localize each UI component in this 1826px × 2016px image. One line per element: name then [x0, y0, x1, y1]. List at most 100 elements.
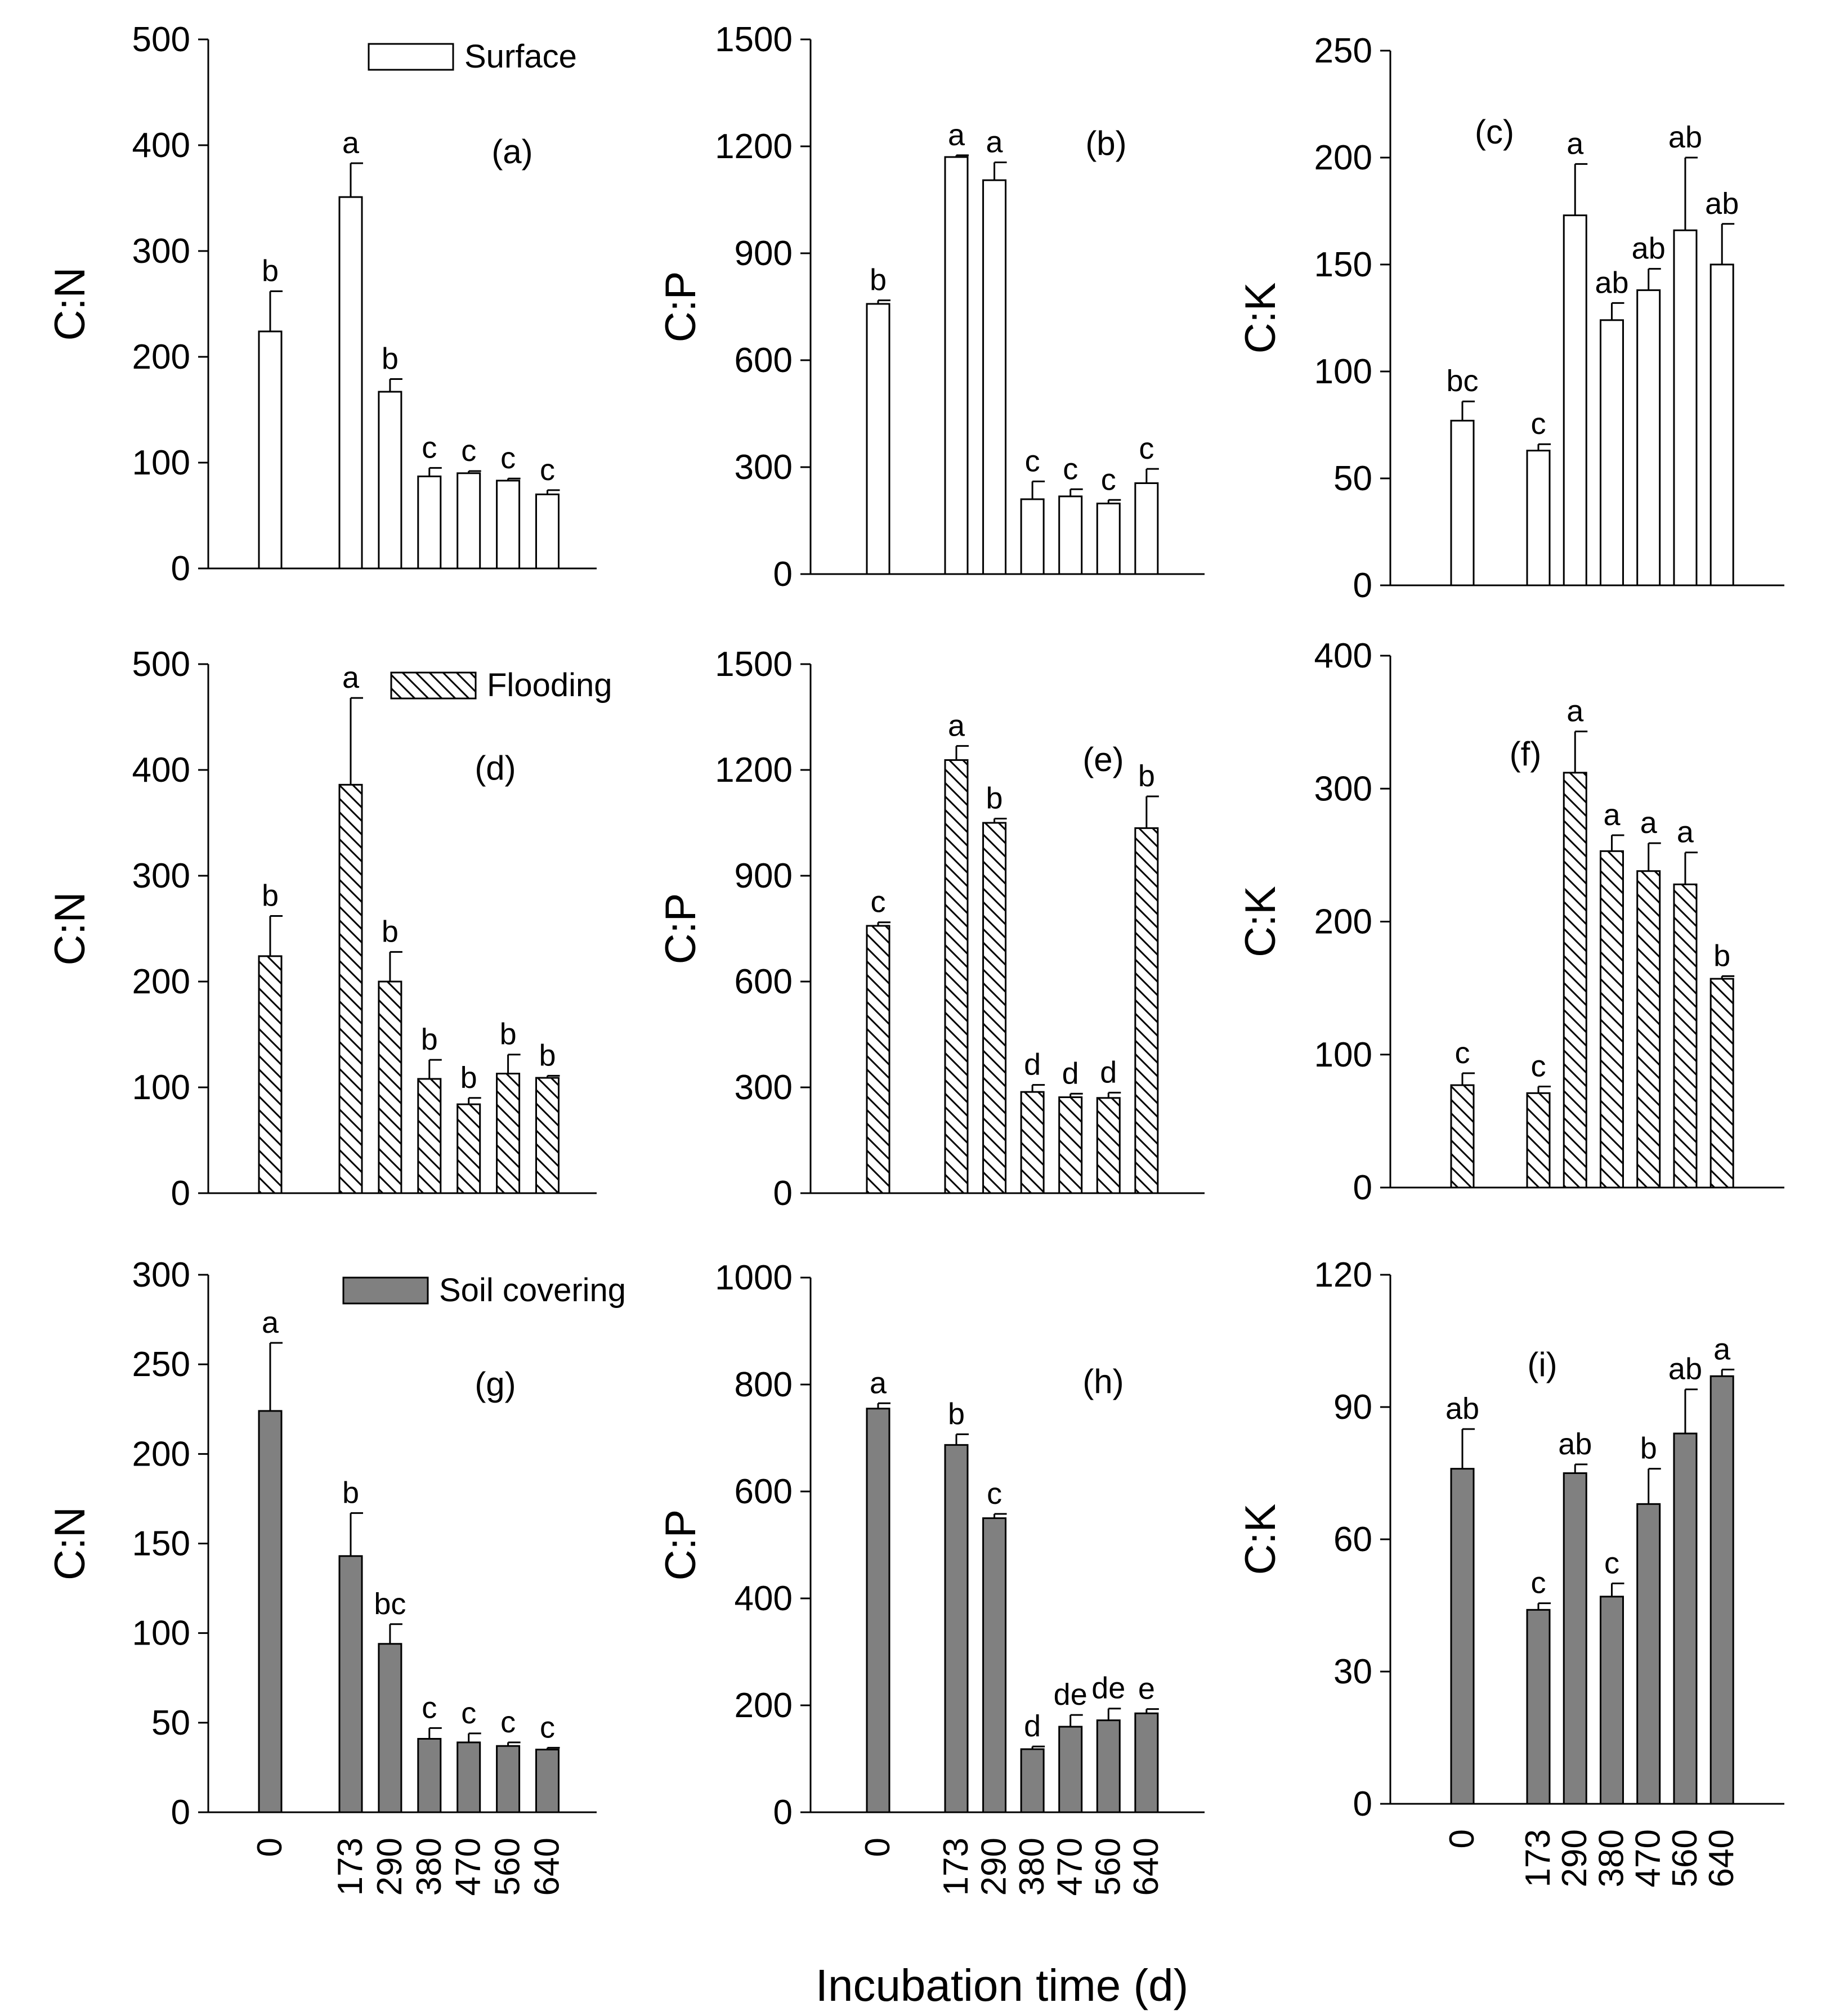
y-tick-label: 150	[132, 1525, 190, 1563]
bar-173	[944, 759, 969, 1194]
x-tick-label: 380	[410, 1838, 449, 1896]
significance-letter: c	[540, 1710, 555, 1744]
y-axis-title: C:P	[657, 1509, 705, 1581]
significance-letter: b	[421, 1023, 438, 1056]
y-tick-label: 50	[151, 1704, 190, 1742]
panel-tag: (d)	[475, 749, 516, 787]
significance-letter: a	[1677, 816, 1694, 849]
significance-letter: a	[870, 1366, 887, 1400]
y-tick-label: 0	[171, 549, 190, 588]
significance-letter: c	[461, 434, 476, 468]
y-tick-label: 300	[132, 857, 190, 895]
bar-290	[982, 1517, 1007, 1813]
significance-letter: c	[461, 1696, 476, 1730]
y-tick-label: 0	[1353, 1168, 1372, 1207]
significance-letter: d	[1100, 1055, 1117, 1089]
y-tick-label: 200	[1314, 138, 1372, 177]
significance-letter: ab	[1632, 232, 1666, 266]
significance-letter: c	[1455, 1036, 1470, 1070]
significance-letter: e	[1138, 1672, 1155, 1706]
y-tick-label: 0	[171, 1793, 190, 1832]
y-tick-label: 100	[132, 443, 190, 482]
significance-letter: de	[1054, 1678, 1087, 1712]
bar-290	[1563, 214, 1587, 586]
bar-0	[1450, 1468, 1475, 1805]
bar-0	[258, 330, 283, 570]
significance-letter: bc	[1446, 364, 1478, 398]
y-tick-label: 100	[1314, 352, 1372, 391]
bar-560	[1673, 229, 1698, 586]
y-tick-label: 400	[132, 751, 190, 790]
y-tick-label: 0	[773, 1174, 793, 1213]
significance-letter: a	[948, 118, 965, 152]
bar-470	[1636, 289, 1661, 586]
panel-tag: (g)	[475, 1365, 516, 1403]
bar-173	[944, 156, 969, 575]
significance-letter: d	[1024, 1048, 1041, 1082]
x-tick-label: 560	[1666, 1829, 1704, 1887]
bar-290	[1563, 1472, 1587, 1805]
y-tick-label: 250	[1314, 32, 1372, 70]
bar-470	[1636, 1503, 1661, 1805]
bar-380	[1599, 1596, 1624, 1805]
bar-560	[1096, 503, 1121, 575]
bar-290	[378, 980, 402, 1194]
significance-letter: b	[1713, 939, 1730, 973]
bar-560	[1673, 1432, 1698, 1805]
y-tick-label: 0	[1353, 1785, 1372, 1824]
bar-290	[1563, 772, 1587, 1189]
y-tick-label: 100	[1314, 1036, 1372, 1074]
y-tick-label: 200	[735, 1686, 793, 1725]
bar-560	[1096, 1097, 1121, 1194]
legend-swatch	[390, 671, 477, 700]
legend-label: Surface	[464, 38, 577, 75]
x-tick-label: 470	[1051, 1838, 1090, 1896]
bar-380	[1599, 850, 1624, 1189]
significance-letter: c	[1063, 452, 1078, 486]
y-tick-label: 300	[735, 448, 793, 487]
bar-173	[1526, 1609, 1551, 1805]
significance-letter: c	[1531, 407, 1546, 441]
panel-h: 0 200 400 600 800 1000 C:P a 0 b 173 c 290 d 380 de 470 d…	[657, 1258, 1205, 1896]
significance-letter: ab	[1445, 1392, 1479, 1426]
y-tick-label: 1500	[715, 645, 793, 684]
y-tick-label: 600	[735, 341, 793, 380]
significance-letter: a	[342, 661, 360, 695]
significance-letter: de	[1091, 1672, 1125, 1705]
panel-tag: (a)	[491, 133, 532, 171]
significance-letter: a	[1567, 127, 1584, 160]
bar-0	[866, 1408, 890, 1813]
significance-letter: b	[1138, 759, 1155, 793]
bar-560	[496, 1745, 521, 1813]
significance-letter: c	[1531, 1566, 1546, 1600]
bar-173	[944, 1444, 969, 1813]
bar-640	[1134, 1712, 1159, 1813]
significance-letter: a	[1567, 695, 1584, 728]
significance-letter: b	[262, 254, 279, 288]
significance-letter: b	[986, 781, 1003, 815]
y-axis-title: C:P	[657, 271, 705, 343]
y-tick-label: 500	[132, 20, 190, 59]
y-tick-label: 1200	[715, 751, 793, 790]
x-tick-label: 560	[1089, 1838, 1127, 1896]
y-tick-label: 90	[1333, 1388, 1372, 1427]
significance-letter: c	[1604, 1546, 1619, 1580]
bar-640	[1709, 263, 1734, 586]
significance-letter: c	[422, 1691, 437, 1724]
bar-640	[1134, 482, 1159, 575]
significance-letter: a	[986, 126, 1004, 159]
bar-640	[1709, 1375, 1734, 1805]
y-tick-label: 100	[132, 1068, 190, 1107]
bar-560	[1673, 883, 1698, 1189]
bar-380	[1599, 319, 1624, 586]
y-axis-title: C:K	[1237, 1504, 1285, 1575]
bar-0	[1450, 419, 1475, 586]
significance-letter: b	[500, 1018, 517, 1051]
legend-label: Flooding	[487, 667, 612, 704]
significance-letter: b	[342, 1476, 359, 1509]
legend-swatch	[368, 43, 454, 71]
bar-470	[456, 1103, 481, 1194]
